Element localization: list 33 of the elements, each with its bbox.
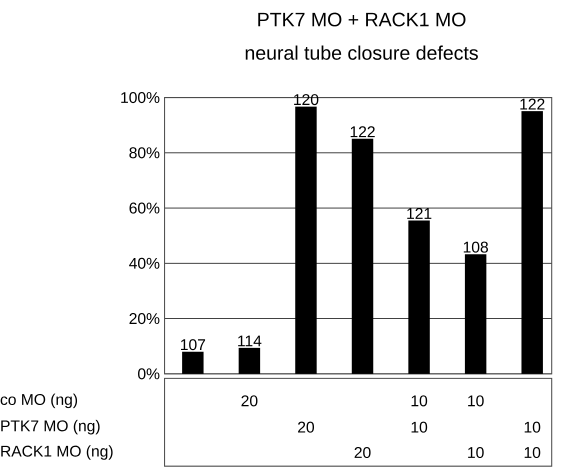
text: 10 — [524, 422, 540, 433]
text: RACK1 MO (ng) — [1, 445, 113, 460]
y-tick-label: 80% — [129, 147, 160, 158]
bar — [352, 138, 374, 374]
text: 20 — [354, 446, 371, 458]
text: co MO (ng) — [0, 394, 78, 408]
bar — [408, 220, 430, 374]
annotation: 114 — [238, 336, 262, 346]
bar — [295, 106, 317, 374]
annotation: 108 — [464, 242, 488, 253]
text: 10 — [468, 446, 484, 458]
y-tick-label: 40% — [129, 258, 160, 269]
annotation: 121 — [407, 208, 432, 219]
text: 20 — [241, 395, 258, 406]
y-tick-label: 0% — [138, 368, 160, 380]
annotation: 122 — [350, 126, 375, 138]
chart-subtitle: neural tube closure defects — [246, 45, 478, 60]
y-tick-label: 100% — [121, 92, 160, 104]
annotation: 122 — [520, 98, 544, 110]
chart-title: PTK7 MO + RACK1 MO — [258, 12, 466, 26]
annotation: 107 — [181, 339, 206, 350]
bar — [521, 111, 543, 374]
text: 10 — [468, 395, 484, 406]
bar — [464, 254, 486, 374]
bar — [182, 352, 204, 374]
text: PTK7 MO (ng) — [1, 420, 100, 434]
text: 10 — [412, 422, 428, 433]
text: 20 — [298, 422, 314, 433]
text: 10 — [412, 395, 428, 406]
y-tick-label: 60% — [130, 202, 160, 214]
text: 10 — [524, 446, 540, 458]
bar — [238, 348, 260, 374]
y-tick-label: 20% — [130, 313, 160, 324]
